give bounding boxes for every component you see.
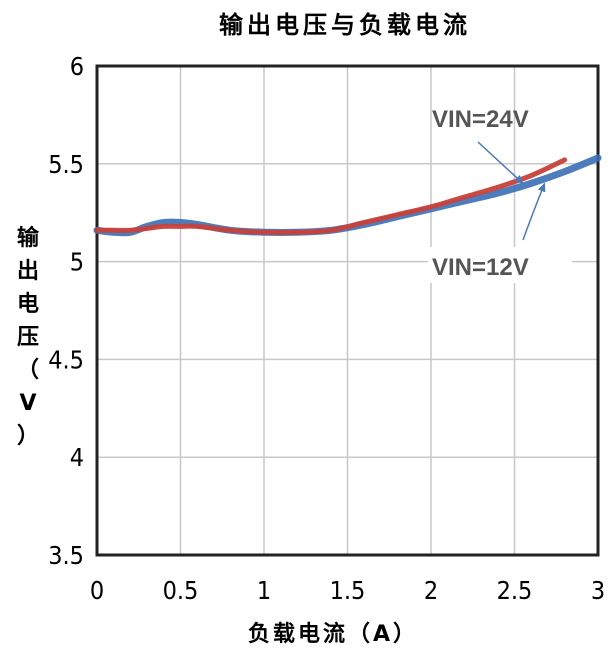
annotations: VIN=24V VIN=12V (428, 106, 572, 283)
y-axis-label-char: 出 (17, 259, 39, 284)
annotation-arrow-24v (477, 141, 524, 185)
annotation-arrow-12v (522, 182, 546, 241)
y-axis-label-char: V (19, 391, 36, 416)
y-tick-label: 6 (70, 52, 84, 81)
tick-labels: 0 0.5 1 1.5 2 2.5 3 3.5 4 4.5 5 5.5 6 (48, 52, 605, 605)
y-axis-label: 输出电压 （ V ） (17, 225, 40, 449)
x-tick-label: 1 (257, 576, 271, 605)
chart-title: 输出电压与负载电流 (219, 11, 471, 39)
annotation-background (428, 247, 572, 283)
plot-frame (95, 64, 600, 557)
y-tick-label: 5 (70, 248, 84, 277)
x-tick-label: 0.5 (163, 576, 199, 605)
y-tick-label: 4.5 (48, 345, 84, 374)
x-axis-label: 负载电流（A） (248, 621, 418, 647)
series-layer (93, 154, 602, 237)
series-line-vin-24v (94, 157, 568, 236)
x-tick-label: 1.5 (330, 576, 366, 605)
y-axis-label-char: （ (17, 358, 39, 383)
x-tick-label: 3 (591, 576, 605, 605)
y-tick-label: 5.5 (48, 150, 84, 179)
y-axis-label-char: 压 (17, 325, 39, 350)
grid (96, 65, 599, 556)
y-tick-label: 3.5 (48, 541, 84, 570)
x-tick-label: 0 (90, 576, 104, 605)
y-axis-label-char: 输 (17, 225, 40, 251)
x-tick-label: 2.5 (497, 576, 533, 605)
x-tick-label: 2 (424, 576, 438, 605)
annotation-vin-12v: VIN=12V (432, 254, 529, 281)
y-tick-label: 4 (70, 443, 84, 472)
annotation-vin-24v: VIN=24V (432, 106, 529, 133)
y-axis-label-char: 电 (17, 292, 39, 317)
y-axis-label-char: ） (17, 424, 39, 449)
